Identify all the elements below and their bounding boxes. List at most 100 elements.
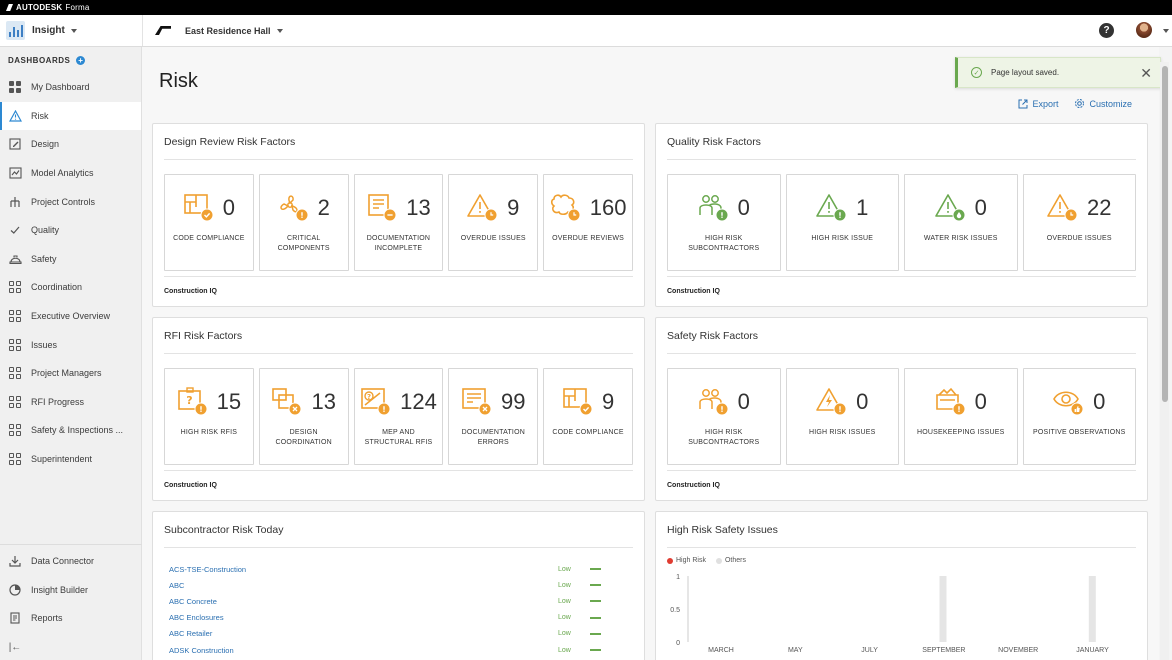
- subcontractor-list: ACS-TSE-Construction Low ABC Low ABC Concret…: [169, 561, 601, 658]
- metric-label: HIGH RISK RFIS: [180, 429, 238, 436]
- metric-tile[interactable]: 0 HOUSEKEEPING ISSUES: [904, 368, 1018, 465]
- sidebar-item-rfi-progress[interactable]: RFI Progress: [0, 388, 141, 417]
- sidebar-item-safety-inspections[interactable]: Safety & Inspections ...: [0, 416, 141, 445]
- dashboard-icon: [9, 81, 21, 94]
- metric-tile[interactable]: 9 OVERDUE ISSUES: [448, 174, 539, 271]
- page-scrollbar[interactable]: [1160, 62, 1169, 660]
- legend-swatch: [667, 557, 673, 564]
- export-button[interactable]: Export: [1018, 98, 1058, 109]
- sidebar-item-quality[interactable]: Quality: [0, 216, 141, 245]
- metric-tile[interactable]: 13 DOCUMENTATION INCOMPLETE: [353, 174, 444, 271]
- subcontractor-link[interactable]: ABC Concrete: [169, 596, 217, 606]
- export-icon: [1018, 99, 1028, 108]
- risk-level: Low: [558, 630, 571, 638]
- sidebar-item-label: Project Managers: [31, 368, 102, 379]
- chevron-down-icon[interactable]: [1163, 29, 1169, 33]
- sidebar-item-my-dashboard[interactable]: My Dashboard: [0, 73, 141, 102]
- metric-tile[interactable]: 0 POSITIVE OBSERVATIONS: [1022, 368, 1136, 465]
- x-tick-label: JANUARY: [1076, 647, 1109, 654]
- sidebar-item-label: RFI Progress: [31, 396, 85, 407]
- x-tick-label: JULY: [861, 647, 878, 654]
- metric-tile[interactable]: 2 CRITICAL COMPONENTS: [258, 174, 349, 271]
- brand-company: AUTODESK: [16, 3, 63, 12]
- metric-value: 9: [507, 195, 520, 220]
- metric-label: POSITIVE OBSERVATIONS: [1033, 429, 1126, 436]
- customize-button[interactable]: Customize: [1074, 98, 1132, 109]
- metric-tile[interactable]: ? 124 MEP AND STRUCTURAL RFIS: [353, 368, 444, 465]
- sidebar-item-data-connector[interactable]: Data Connector: [0, 547, 142, 576]
- metric-tile[interactable]: 99 DOCUMENTATION ERRORS: [448, 368, 539, 465]
- legend-item[interactable]: Others: [715, 557, 746, 564]
- toast-message: Page layout saved.: [991, 68, 1060, 77]
- metric-label: CODE COMPLIANCE: [173, 235, 245, 242]
- sidebar-item-issues[interactable]: Issues: [0, 330, 141, 359]
- metric-tile[interactable]: 0 CODE COMPLIANCE: [164, 174, 254, 271]
- legend-item[interactable]: High Risk: [667, 557, 706, 564]
- download-icon: [9, 556, 21, 567]
- sidebar-item-coordination[interactable]: Coordination: [0, 273, 141, 302]
- subcontractor-link[interactable]: ABC Retailer: [169, 629, 213, 639]
- metric-tile[interactable]: 22 OVERDUE ISSUES: [1022, 174, 1136, 271]
- sidebar-item-risk[interactable]: Risk: [0, 101, 141, 131]
- bar-others[interactable]: [1088, 576, 1096, 642]
- sidebar-item-superintendent[interactable]: Superintendent: [0, 445, 141, 474]
- metric-value: 0: [974, 195, 987, 220]
- metric-tile[interactable]: 160 OVERDUE REVIEWS: [543, 174, 633, 271]
- subcontractor-link[interactable]: ABC Enclosures: [169, 613, 224, 623]
- sidebar-item-model-analytics[interactable]: Model Analytics: [0, 159, 141, 188]
- water-risk-issues-icon: [934, 194, 966, 222]
- housekeeping-issues-icon: [935, 387, 966, 416]
- sidebar-item-design[interactable]: Design: [0, 130, 141, 159]
- card-title: Quality Risk Factors: [667, 136, 761, 148]
- sidebar-item-executive-overview[interactable]: Executive Overview: [0, 302, 141, 331]
- metric-tile[interactable]: ? 15 HIGH RISK RFIS: [164, 368, 254, 465]
- subcontractor-link[interactable]: ACS-TSE-Construction: [169, 564, 247, 574]
- metric-tile[interactable]: 0 WATER RISK ISSUES: [904, 174, 1018, 271]
- card-footer: Construction IQ: [667, 288, 720, 295]
- risk-level-indicator: [590, 584, 601, 587]
- metric-tile[interactable]: 1 HIGH RISK ISSUE: [785, 174, 899, 271]
- sidebar-item-project-controls[interactable]: Project Controls: [0, 187, 141, 216]
- metric-tile[interactable]: 13 DESIGN COORDINATION: [258, 368, 349, 465]
- subcontractor-link[interactable]: ADSK Construction: [169, 645, 234, 655]
- collapse-icon: |←: [8, 641, 22, 653]
- sidebar-item-reports[interactable]: Reports: [0, 604, 142, 633]
- close-icon[interactable]: ✕: [1140, 65, 1152, 81]
- metric-tile[interactable]: 9 CODE COMPLIANCE: [543, 368, 633, 465]
- sidebar-item-project-managers[interactable]: Project Managers: [0, 359, 141, 388]
- subcontractor-link[interactable]: ABC: [169, 580, 185, 590]
- sidebar-item-insight-builder[interactable]: Insight Builder: [0, 576, 142, 605]
- scrollbar-thumb[interactable]: [1162, 66, 1168, 402]
- metric-tile[interactable]: 0 HIGH RISK SUBCONTRACTORS: [667, 174, 781, 271]
- metric-tile[interactable]: 0 HIGH RISK ISSUES: [785, 368, 899, 465]
- card-footer: Construction IQ: [164, 482, 217, 489]
- metric-tile[interactable]: 0 HIGH RISK SUBCONTRACTORS: [667, 368, 781, 465]
- brand-bar: AUTODESK Forma: [0, 0, 1172, 15]
- pie-icon: [9, 584, 21, 596]
- card-title: Safety Risk Factors: [667, 330, 759, 342]
- high-risk-safety-card: High Risk Safety Issues High Risk Others …: [655, 511, 1148, 660]
- list-item: ADSK Construction Low: [169, 642, 601, 658]
- list-item: ABC Enclosures Low: [169, 610, 601, 626]
- app-switcher[interactable]: Insight: [0, 15, 143, 46]
- subcontractor-risk-card: Subcontractor Risk Today ACS-TSE-Constru…: [152, 511, 645, 660]
- metric-label: CODE COMPLIANCE: [552, 429, 624, 436]
- risk-level: Low: [558, 646, 571, 654]
- project-switcher[interactable]: East Residence Hall: [143, 26, 283, 36]
- metric-label: MEP AND STRUCTURAL RFIS: [364, 429, 433, 446]
- quality-card: Quality Risk Factors 0 HIGH RISK SUBCONTR…: [655, 123, 1148, 307]
- sidebar-item-label: Risk: [31, 110, 49, 121]
- bar-others[interactable]: [939, 576, 947, 642]
- metric-label: HIGH RISK SUBCONTRACTORS: [688, 429, 760, 446]
- grid-icon: [9, 453, 21, 466]
- risk-level-indicator: [590, 632, 601, 635]
- y-tick-label: 1: [676, 574, 680, 581]
- card-title: High Risk Safety Issues: [667, 524, 778, 536]
- avatar[interactable]: [1136, 22, 1152, 38]
- metric-value: 0: [974, 389, 987, 414]
- collapse-sidebar-button[interactable]: |←: [0, 633, 142, 660]
- add-dashboard-button[interactable]: +: [76, 55, 86, 65]
- sidebar-item-safety[interactable]: Safety: [0, 245, 141, 274]
- metric-label: HIGH RISK ISSUES: [808, 429, 876, 436]
- help-button[interactable]: ?: [1099, 23, 1114, 38]
